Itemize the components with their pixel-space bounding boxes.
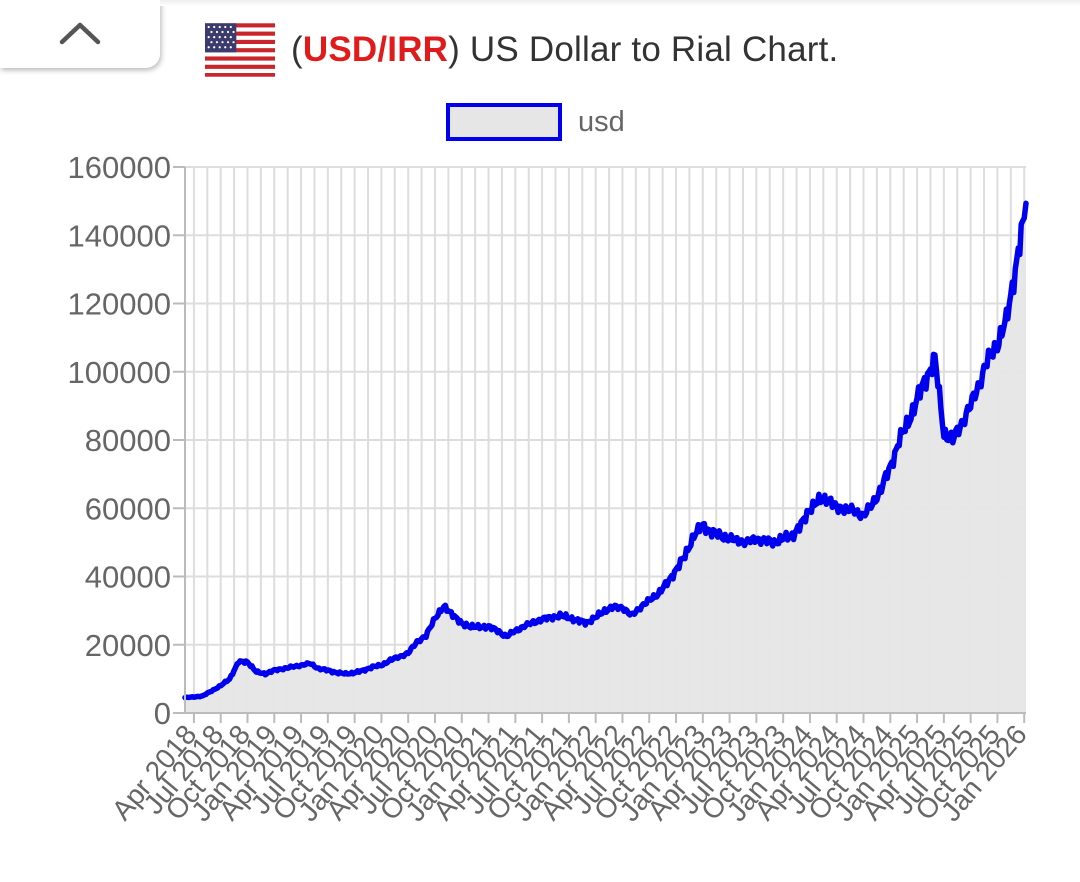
y-tick-label: 100000 (68, 355, 171, 390)
legend-swatch-usd (446, 103, 562, 141)
y-tick-label: 140000 (68, 218, 171, 253)
top-divider (160, 0, 1080, 6)
title-prefix: ( (291, 30, 303, 69)
y-tick-label: 80000 (85, 423, 171, 458)
chart-header: (USD/IRR) US Dollar to Rial Chart. (205, 22, 838, 78)
title-pair: USD/IRR (302, 30, 449, 69)
y-tick-label: 120000 (68, 287, 171, 322)
chart-title: (USD/IRR) US Dollar to Rial Chart. (291, 30, 838, 70)
collapse-button[interactable] (0, 0, 160, 68)
y-tick-label: 40000 (85, 560, 171, 595)
series-area-usd (185, 203, 1026, 714)
chevron-up-icon (59, 22, 101, 45)
legend-label-usd: usd (578, 106, 625, 138)
us-flag-icon (205, 23, 275, 77)
chart-legend[interactable]: usd (446, 103, 625, 141)
title-suffix: ) US Dollar to Rial Chart. (448, 30, 839, 69)
y-tick-label: 0 (154, 696, 171, 731)
y-tick-label: 60000 (85, 491, 171, 526)
plot-area (182, 200, 1029, 714)
y-tick-label: 20000 (85, 628, 171, 663)
y-tick-label: 160000 (68, 150, 171, 185)
y-axis: 0 20000 40000 60000 80000 100000 120000 140000 1… (68, 150, 186, 731)
series-line-usd (182, 200, 1029, 701)
